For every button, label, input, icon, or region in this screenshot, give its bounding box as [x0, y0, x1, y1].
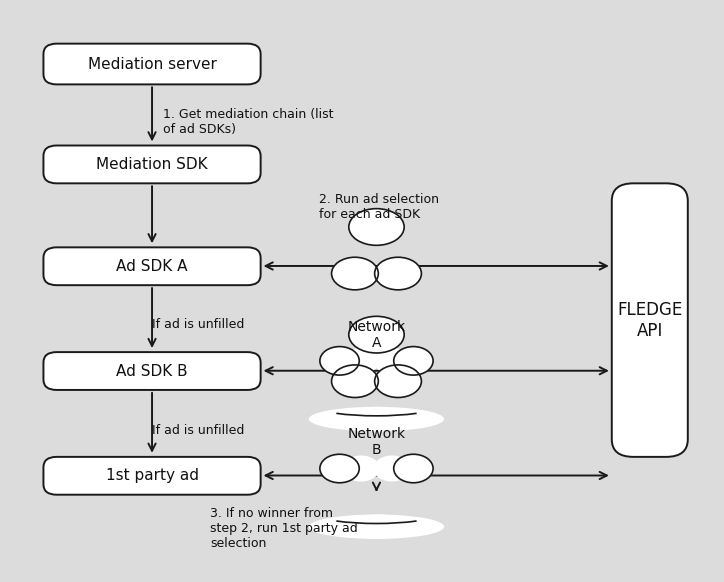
- Ellipse shape: [342, 407, 411, 431]
- Text: If ad is unfilled: If ad is unfilled: [152, 318, 245, 331]
- Text: FLEDGE
API: FLEDGE API: [617, 301, 683, 339]
- Ellipse shape: [349, 208, 404, 246]
- Ellipse shape: [374, 456, 411, 481]
- Text: 3. If no winner from
step 2, run 1st party ad
selection: 3. If no winner from step 2, run 1st par…: [210, 507, 358, 550]
- Text: Network
A: Network A: [348, 320, 405, 350]
- Text: If ad is unfilled: If ad is unfilled: [152, 424, 245, 437]
- Text: 1st party ad: 1st party ad: [106, 469, 198, 483]
- FancyBboxPatch shape: [43, 44, 261, 84]
- Text: 1. Get mediation chain (list
of ad SDKs): 1. Get mediation chain (list of ad SDKs): [163, 108, 333, 136]
- Text: Mediation SDK: Mediation SDK: [96, 157, 208, 172]
- Ellipse shape: [374, 365, 421, 398]
- Text: 2. Run ad selection
for each ad SDK: 2. Run ad selection for each ad SDK: [319, 193, 439, 221]
- Ellipse shape: [308, 407, 445, 431]
- Text: Mediation server: Mediation server: [88, 56, 216, 72]
- Ellipse shape: [342, 514, 411, 539]
- FancyBboxPatch shape: [43, 352, 261, 390]
- Ellipse shape: [349, 317, 404, 353]
- FancyBboxPatch shape: [43, 146, 261, 183]
- Ellipse shape: [374, 257, 421, 290]
- Ellipse shape: [342, 348, 379, 374]
- FancyBboxPatch shape: [43, 247, 261, 285]
- Ellipse shape: [320, 454, 359, 483]
- Text: Ad SDK A: Ad SDK A: [117, 259, 188, 274]
- Text: Ad SDK B: Ad SDK B: [117, 364, 188, 378]
- Ellipse shape: [332, 365, 379, 398]
- Ellipse shape: [308, 514, 445, 539]
- Text: Network
B: Network B: [348, 427, 405, 457]
- Ellipse shape: [394, 347, 433, 375]
- Ellipse shape: [394, 454, 433, 483]
- Ellipse shape: [320, 347, 359, 375]
- Ellipse shape: [342, 456, 379, 481]
- FancyBboxPatch shape: [612, 183, 688, 457]
- FancyBboxPatch shape: [43, 457, 261, 495]
- Ellipse shape: [332, 257, 379, 290]
- Ellipse shape: [374, 348, 411, 374]
